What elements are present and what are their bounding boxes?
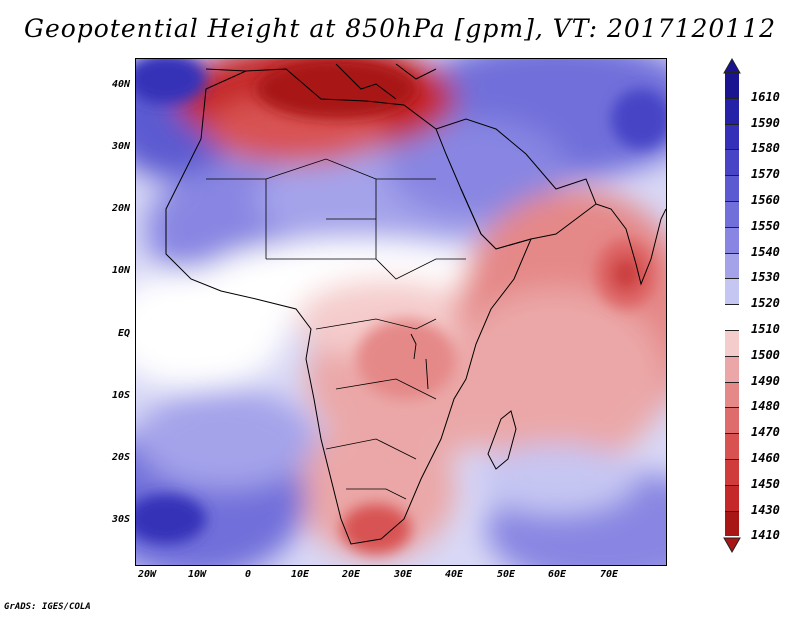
colorbar-label: 1560 — [751, 193, 780, 207]
colorbar-label: 1510 — [751, 322, 780, 336]
lon-label-20w: 20W — [137, 569, 157, 580]
grads-credit: GrADS: IGES/COLA — [4, 602, 91, 612]
colorbar-swatch — [725, 381, 739, 408]
colorbar-label: 1530 — [751, 270, 780, 285]
colorbar-swatch — [725, 304, 739, 330]
colorbar-label: 1540 — [751, 244, 780, 259]
colorbar-swatch — [725, 510, 739, 537]
colorbar-label: 1470 — [751, 425, 780, 440]
lon-label-10e: 10E — [290, 569, 310, 580]
colorbar — [725, 72, 739, 537]
colorbar-swatch — [725, 175, 739, 201]
field-cores — [136, 59, 666, 554]
colorbar-label: 1580 — [751, 141, 780, 156]
geopotential-field — [136, 59, 666, 565]
colorbar-label: 1590 — [751, 115, 780, 130]
lon-label-50e: 50E — [496, 569, 516, 580]
lat-label-20s: 20S — [111, 452, 130, 463]
lon-label-0: 0 — [244, 569, 252, 580]
colorbar-label: 1430 — [751, 502, 780, 517]
colorbar-label: 1610 — [751, 89, 780, 104]
colorbar-label: 1450 — [751, 476, 780, 491]
lat-label-20n: 20N — [111, 203, 130, 214]
lon-label-70e: 70E — [599, 569, 619, 580]
colorbar-swatch — [725, 201, 739, 227]
lat-label-40n: 40N — [111, 79, 130, 90]
colorbar-swatch — [725, 123, 739, 150]
colorbar-swatch — [725, 484, 739, 511]
colorbar-swatch — [725, 97, 739, 124]
colorbar-label: 1550 — [751, 218, 780, 233]
coastlines — [165, 63, 666, 545]
colorbar-bottom-arrow — [723, 537, 741, 553]
lon-label-10w: 10W — [187, 569, 207, 580]
colorbar-swatch — [725, 149, 739, 176]
lat-label-10s: 10S — [111, 390, 130, 401]
colorbar-swatch — [725, 72, 739, 98]
colorbar-label: 1570 — [751, 167, 780, 182]
colorbar-swatch — [725, 433, 739, 459]
colorbar-label: 1460 — [751, 451, 780, 465]
lat-label-30n: 30N — [111, 141, 130, 152]
colorbar-swatch — [725, 407, 739, 434]
colorbar-label: 1480 — [751, 399, 780, 414]
colorbar-label: 1520 — [751, 296, 780, 311]
lat-label-30s: 30S — [111, 514, 130, 525]
colorbar-swatch — [725, 278, 739, 305]
map-title: Geopotential Height at 850hPa [gpm], VT:… — [23, 14, 777, 43]
colorbar-swatch — [725, 459, 739, 485]
lon-label-20e: 20E — [341, 569, 361, 580]
colorbar-swatch — [725, 355, 739, 382]
lon-label-60e: 60E — [547, 569, 567, 580]
colorbar-label: 1500 — [751, 347, 780, 362]
lat-label-10n: 10N — [111, 265, 130, 276]
lon-label-40e: 40E — [444, 569, 464, 580]
field-blobs — [136, 59, 666, 565]
colorbar-swatch — [725, 226, 739, 253]
colorbar-swatch — [725, 252, 739, 279]
lon-label-30e: 30E — [393, 569, 413, 580]
map-panel — [135, 58, 667, 566]
lat-label-eq: EQ — [117, 328, 130, 339]
colorbar-swatch — [725, 330, 739, 356]
colorbar-label: 1490 — [751, 373, 780, 388]
colorbar-label: 1410 — [751, 528, 780, 543]
